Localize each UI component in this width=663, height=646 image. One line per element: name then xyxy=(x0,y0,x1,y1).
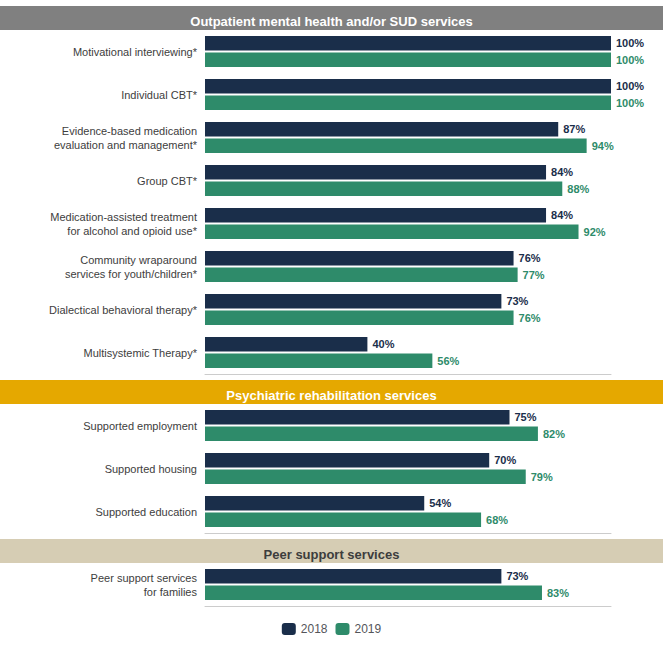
svg-text:92%: 92% xyxy=(584,226,606,238)
svg-text:73%: 73% xyxy=(506,570,528,582)
svg-text:79%: 79% xyxy=(531,471,553,483)
svg-text:Supported employment: Supported employment xyxy=(83,420,197,432)
svg-text:Multisystemic Therapy*: Multisystemic Therapy* xyxy=(84,347,198,359)
svg-text:84%: 84% xyxy=(551,166,573,178)
svg-text:services for youth/children*: services for youth/children* xyxy=(65,268,198,280)
svg-text:75%: 75% xyxy=(515,411,537,423)
svg-text:2019: 2019 xyxy=(355,622,382,636)
svg-text:76%: 76% xyxy=(519,252,541,264)
svg-text:Motivational interviewing*: Motivational interviewing* xyxy=(73,46,198,58)
svg-text:56%: 56% xyxy=(437,355,459,367)
svg-text:68%: 68% xyxy=(486,514,508,526)
svg-text:for families: for families xyxy=(144,586,198,598)
svg-text:82%: 82% xyxy=(543,428,565,440)
svg-text:Psychiatric rehabilitation ser: Psychiatric rehabilitation services xyxy=(226,388,436,403)
svg-text:70%: 70% xyxy=(494,454,516,466)
svg-text:Outpatient mental health and/o: Outpatient mental health and/or SUD serv… xyxy=(190,14,472,29)
svg-text:Supported housing: Supported housing xyxy=(105,463,197,475)
svg-text:Dialectical behavioral therapy: Dialectical behavioral therapy* xyxy=(49,304,198,316)
svg-text:83%: 83% xyxy=(547,587,569,599)
svg-text:100%: 100% xyxy=(616,97,644,109)
svg-text:87%: 87% xyxy=(563,123,585,135)
svg-text:88%: 88% xyxy=(567,183,589,195)
svg-text:54%: 54% xyxy=(429,497,451,509)
svg-text:Peer support services: Peer support services xyxy=(91,572,198,584)
svg-text:Community wraparound: Community wraparound xyxy=(80,254,197,266)
svg-text:Medication-assisted treatment: Medication-assisted treatment xyxy=(50,211,197,223)
svg-text:94%: 94% xyxy=(592,140,614,152)
svg-text:77%: 77% xyxy=(523,269,545,281)
svg-text:76%: 76% xyxy=(519,312,541,324)
svg-text:Individual CBT*: Individual CBT* xyxy=(121,89,198,101)
svg-text:100%: 100% xyxy=(616,80,644,92)
svg-text:2018: 2018 xyxy=(301,622,328,636)
svg-text:100%: 100% xyxy=(616,54,644,66)
svg-text:for alcohol and opioid use*: for alcohol and opioid use* xyxy=(67,225,197,237)
svg-text:73%: 73% xyxy=(506,295,528,307)
svg-text:Peer support services: Peer support services xyxy=(264,547,400,562)
svg-text:100%: 100% xyxy=(616,37,644,49)
svg-text:Evidence-based medication: Evidence-based medication xyxy=(62,125,197,137)
svg-text:84%: 84% xyxy=(551,209,573,221)
svg-text:Group CBT*: Group CBT* xyxy=(137,175,198,187)
svg-text:40%: 40% xyxy=(372,338,394,350)
svg-text:Supported education: Supported education xyxy=(95,506,197,518)
svg-text:evaluation and management*: evaluation and management* xyxy=(54,139,198,151)
